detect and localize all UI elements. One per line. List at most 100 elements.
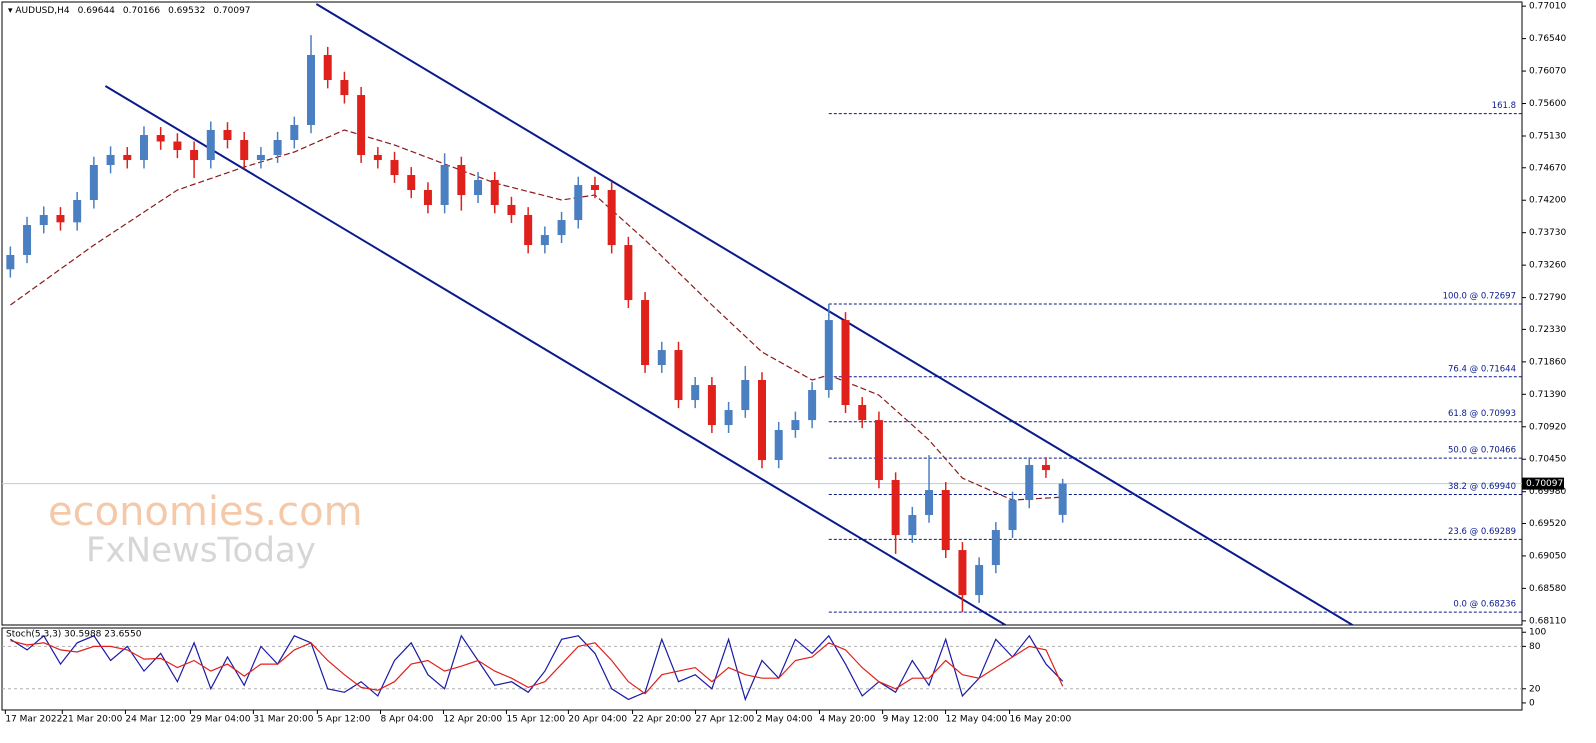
y-tick-label: 0.68580 [1529, 584, 1566, 594]
y-tick-label: 0.69520 [1529, 519, 1566, 529]
watermark: economies.com [48, 489, 363, 535]
channel-line [104, 85, 1007, 625]
candle-body [791, 420, 800, 431]
stoch-line [10, 634, 1064, 702]
y-tick-label: 0.70920 [1529, 422, 1566, 432]
y-tick-label: 0.77010 [1529, 2, 1566, 12]
x-tick-label: 16 May 20:00 [1010, 715, 1072, 725]
candle-body [958, 550, 967, 596]
x-tick-label: 22 Apr 20:00 [633, 715, 692, 725]
candle-body [373, 154, 382, 161]
candle-body [908, 515, 917, 536]
candle-body [56, 215, 65, 223]
x-tick-label: 29 Mar 04:00 [190, 715, 250, 725]
x-tick-label: 27 Apr 12:00 [696, 715, 755, 725]
candle-body [891, 480, 900, 536]
y-tick-label: 0.75600 [1529, 99, 1566, 109]
fibo-label: 23.6 @ 0.69289 [1448, 527, 1516, 537]
candle-body [173, 141, 182, 151]
candle-body [507, 204, 516, 216]
y-tick-label: 0.69050 [1529, 551, 1566, 561]
candle-body [340, 79, 349, 96]
candle-body [256, 154, 265, 161]
candle-body [39, 215, 48, 226]
header-arrow: ▾ [8, 6, 15, 16]
candle-body [106, 154, 115, 166]
candle-body [123, 154, 132, 161]
candle-body [758, 380, 766, 461]
candle-body [774, 430, 783, 461]
candle-body [407, 175, 416, 191]
x-tick-label: 20 Apr 04:00 [568, 715, 627, 725]
x-tick-label: 31 Mar 20:00 [253, 715, 313, 725]
candle-body [674, 350, 683, 401]
candle-body [440, 165, 449, 205]
candle-body [223, 129, 232, 140]
y-tick-label: 0.76070 [1529, 67, 1566, 77]
candle-body [1058, 483, 1067, 515]
fibo-label: 76.4 @ 0.71644 [1448, 364, 1516, 374]
x-tick-label: 2 May 04:00 [756, 715, 812, 725]
y-tick-label: 0.74670 [1529, 163, 1566, 173]
y-tick-label: 0.71860 [1529, 357, 1566, 367]
candle-body [240, 139, 249, 161]
y-tick-label: 0.73730 [1529, 228, 1566, 238]
y-tick-label: 20 [1529, 684, 1541, 694]
candle-body [73, 200, 82, 223]
candle-body [1041, 465, 1050, 471]
x-tick-label: 8 Apr 04:00 [380, 715, 433, 725]
candle-body [691, 385, 700, 401]
x-tick-label: 24 Mar 12:00 [125, 715, 185, 725]
fibo-label: 161.8 [1492, 101, 1516, 111]
fibo-label: 38.2 @ 0.69940 [1448, 482, 1516, 492]
last-price-label: 0.70097 [1526, 479, 1563, 489]
x-tick-label: 15 Apr 12:00 [506, 715, 565, 725]
candle-body [206, 129, 215, 161]
y-tick-label: 0.71390 [1529, 390, 1566, 400]
candle-body [858, 405, 867, 421]
y-tick-label: 100 [1529, 628, 1546, 638]
last-price-box [1522, 477, 1564, 490]
candle-body [474, 179, 483, 196]
candle-body [741, 380, 750, 411]
candle-body [524, 215, 533, 246]
x-tick-label: 17 Mar 2022 [5, 715, 62, 725]
candle-body [574, 185, 583, 221]
fibo-label: 100.0 @ 0.72697 [1443, 292, 1516, 302]
moving-average [10, 129, 1063, 501]
indicator-title: Stoch(5,3,3) 30.5988 23.6550 [6, 630, 142, 640]
candle-body [607, 190, 616, 246]
candle-body [307, 54, 316, 126]
x-tick-label: 21 Mar 20:00 [62, 715, 122, 725]
x-tick-label: 12 Apr 20:00 [443, 715, 502, 725]
candle-body [190, 150, 199, 161]
candle-body [991, 530, 1000, 566]
candle-body [1008, 500, 1017, 531]
axes: 0.77010 0.76540 0.76070 0.75600 0.75130 0.746… [4, 2, 1566, 725]
candle-body [273, 139, 282, 155]
channel-line [315, 3, 1354, 625]
candle-body [874, 420, 883, 481]
candle-body [641, 300, 650, 366]
fibo-label: 0.0 @ 0.68236 [1453, 600, 1516, 610]
header-field: 0.70097 [213, 6, 250, 16]
candle-body [557, 220, 566, 236]
x-tick-label: 4 May 20:00 [819, 715, 875, 725]
candle-body [657, 350, 666, 366]
candle-body [724, 410, 733, 426]
candle-body [841, 320, 850, 406]
x-tick-label: 12 May 04:00 [946, 715, 1008, 725]
candle-body [139, 135, 148, 161]
stoch-line [10, 640, 1064, 695]
y-tick-label: 0.76540 [1529, 34, 1566, 44]
candle-body [290, 125, 299, 140]
candle-body [707, 385, 716, 426]
candle-body [590, 185, 599, 191]
header-field: 0.70166 [123, 6, 160, 16]
chart-header: ▾ AUDUSD,H4 0.69644 0.70166 0.69532 0.70097 [8, 6, 251, 16]
x-tick-label: 5 Apr 12:00 [317, 715, 370, 725]
main-panel-frame [1, 1, 1523, 626]
candle-body [6, 254, 15, 270]
